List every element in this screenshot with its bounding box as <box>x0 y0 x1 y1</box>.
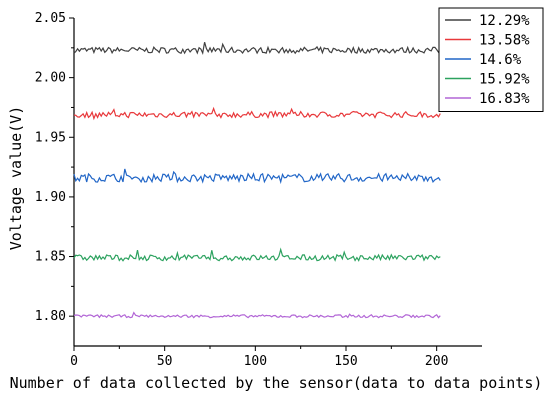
x-axis-label: Number of data collected by the sensor(d… <box>10 374 543 392</box>
series-line-2 <box>73 168 441 185</box>
x-tick-label: 100 <box>244 354 267 369</box>
legend-label: 15.92% <box>479 72 530 88</box>
legend: 12.29% 13.58% 14.6% 15.92% 16.83% <box>438 7 544 112</box>
y-tick-label: 2.00 <box>35 71 66 86</box>
y-tick-label: 1.80 <box>35 309 66 324</box>
y-tick-label: 1.85 <box>35 250 66 265</box>
y-axis-label: Voltage value(V) <box>7 106 25 251</box>
x-tick-label: 50 <box>157 354 173 369</box>
series-layer <box>73 42 441 319</box>
series-line-4 <box>73 311 441 319</box>
ticks: 0 50 100 150 200 1.80 1.85 1.90 1.95 2.00 2.05 <box>35 11 449 369</box>
y-tick-label: 1.95 <box>35 130 66 145</box>
x-tick-label: 0 <box>70 354 78 369</box>
legend-label: 12.29% <box>479 13 530 29</box>
x-tick-label: 200 <box>425 354 448 369</box>
x-tick-label: 150 <box>334 354 357 369</box>
legend-label: 13.58% <box>479 33 530 49</box>
series-line-3 <box>73 247 441 262</box>
series-line-0 <box>73 42 441 55</box>
series-line-1 <box>73 106 441 121</box>
axes <box>73 18 482 347</box>
legend-label: 16.83% <box>479 91 530 107</box>
y-tick-label: 1.90 <box>35 190 66 205</box>
legend-label: 14.6% <box>479 52 522 68</box>
y-tick-label: 2.05 <box>35 11 66 26</box>
